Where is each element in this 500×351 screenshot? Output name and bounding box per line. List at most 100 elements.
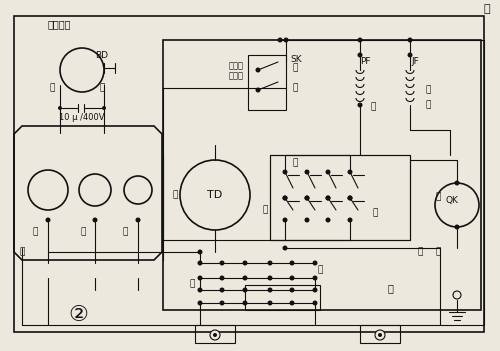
- Text: 红: 红: [262, 205, 268, 214]
- Circle shape: [284, 38, 288, 42]
- Circle shape: [290, 260, 294, 265]
- Circle shape: [28, 170, 68, 210]
- Circle shape: [92, 218, 98, 223]
- Circle shape: [282, 245, 288, 251]
- Circle shape: [304, 196, 310, 200]
- Text: QK: QK: [446, 196, 458, 205]
- Circle shape: [408, 38, 412, 42]
- Circle shape: [268, 276, 272, 280]
- Text: 蓝: 蓝: [20, 247, 24, 257]
- Circle shape: [198, 250, 202, 254]
- Bar: [163, 40, 481, 310]
- Circle shape: [210, 330, 220, 340]
- Text: 棕: 棕: [426, 86, 430, 94]
- Bar: [248, 55, 286, 110]
- Circle shape: [304, 218, 310, 223]
- Circle shape: [326, 196, 330, 200]
- Text: 10 μ /400V: 10 μ /400V: [60, 113, 105, 122]
- Circle shape: [79, 174, 111, 206]
- Text: 紫: 紫: [32, 227, 38, 237]
- Circle shape: [278, 38, 282, 42]
- Circle shape: [256, 67, 260, 73]
- Text: PF: PF: [360, 58, 370, 66]
- Circle shape: [326, 170, 330, 174]
- Text: JF: JF: [411, 58, 419, 66]
- Bar: [270, 155, 410, 240]
- Circle shape: [453, 291, 461, 299]
- Text: 黑: 黑: [370, 102, 376, 112]
- Text: 蓝: 蓝: [418, 247, 422, 257]
- Circle shape: [102, 106, 106, 110]
- Circle shape: [358, 102, 362, 107]
- Text: 黄: 黄: [122, 227, 128, 237]
- Circle shape: [326, 218, 330, 223]
- Circle shape: [220, 287, 224, 292]
- Circle shape: [242, 260, 248, 265]
- Text: 白: 白: [387, 283, 393, 293]
- Text: 下: 下: [372, 208, 378, 218]
- Circle shape: [46, 218, 51, 223]
- Circle shape: [304, 196, 310, 200]
- Text: 红: 红: [484, 4, 490, 14]
- Circle shape: [198, 276, 202, 280]
- Circle shape: [198, 287, 202, 292]
- Circle shape: [213, 333, 217, 337]
- Circle shape: [348, 196, 352, 200]
- Circle shape: [180, 160, 250, 230]
- Circle shape: [312, 260, 318, 265]
- Circle shape: [454, 180, 460, 185]
- Text: 黄: 黄: [100, 84, 104, 93]
- Text: 白: 白: [50, 84, 54, 93]
- Circle shape: [358, 38, 362, 42]
- Circle shape: [220, 276, 224, 280]
- Text: 黄: 黄: [436, 192, 440, 201]
- Bar: [245, 285, 320, 310]
- Circle shape: [242, 300, 248, 305]
- Text: TD: TD: [208, 190, 222, 200]
- Circle shape: [358, 53, 362, 58]
- Bar: [195, 325, 235, 343]
- Text: 不排水: 不排水: [229, 61, 244, 71]
- Bar: [270, 155, 410, 240]
- Circle shape: [312, 287, 318, 292]
- Circle shape: [312, 300, 318, 305]
- Circle shape: [304, 170, 310, 174]
- Circle shape: [435, 183, 479, 227]
- Text: 黄: 黄: [436, 247, 440, 257]
- Circle shape: [220, 300, 224, 305]
- Circle shape: [326, 196, 330, 200]
- Circle shape: [256, 87, 260, 93]
- Text: ②: ②: [68, 305, 88, 325]
- Circle shape: [136, 218, 140, 223]
- Circle shape: [454, 225, 460, 230]
- Circle shape: [282, 196, 288, 200]
- Circle shape: [290, 276, 294, 280]
- Circle shape: [375, 330, 385, 340]
- Circle shape: [378, 333, 382, 337]
- Circle shape: [198, 300, 202, 305]
- Text: 黄: 黄: [172, 191, 178, 199]
- Circle shape: [290, 287, 294, 292]
- Circle shape: [242, 276, 248, 280]
- Text: 白: 白: [426, 100, 430, 110]
- Text: BD: BD: [95, 51, 108, 60]
- Circle shape: [242, 287, 248, 292]
- Text: 上: 上: [292, 159, 298, 167]
- Circle shape: [268, 300, 272, 305]
- Circle shape: [348, 218, 352, 223]
- Circle shape: [282, 218, 288, 223]
- Circle shape: [348, 196, 352, 200]
- Text: 上: 上: [190, 279, 194, 289]
- Circle shape: [290, 300, 294, 305]
- Circle shape: [348, 170, 352, 174]
- Circle shape: [198, 260, 202, 265]
- Circle shape: [58, 106, 62, 110]
- Text: 波轮电机: 波轮电机: [48, 19, 72, 29]
- Circle shape: [268, 287, 272, 292]
- Text: 下: 下: [318, 265, 322, 274]
- Circle shape: [282, 170, 288, 174]
- Text: 黄: 黄: [292, 84, 298, 93]
- Circle shape: [124, 176, 152, 204]
- Bar: [360, 325, 400, 343]
- Circle shape: [282, 196, 288, 200]
